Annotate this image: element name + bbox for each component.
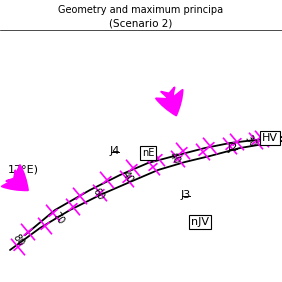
Text: 40: 40: [168, 150, 183, 166]
Text: (Scenario 2): (Scenario 2): [109, 18, 173, 28]
Text: nE: nE: [142, 148, 154, 158]
Text: HV: HV: [262, 133, 278, 143]
Text: 40: 40: [120, 169, 136, 185]
Text: 17°E): 17°E): [8, 165, 39, 175]
Text: J4: J4: [110, 146, 120, 156]
Text: 70: 70: [50, 210, 66, 226]
Text: 80: 80: [10, 232, 26, 248]
Text: Geometry and maximum principa: Geometry and maximum principa: [58, 5, 224, 15]
Text: nJV: nJV: [191, 217, 209, 227]
Text: 30: 30: [243, 133, 258, 149]
Text: J3: J3: [181, 190, 191, 200]
Text: J2: J2: [228, 143, 238, 153]
Text: 60: 60: [91, 186, 105, 202]
